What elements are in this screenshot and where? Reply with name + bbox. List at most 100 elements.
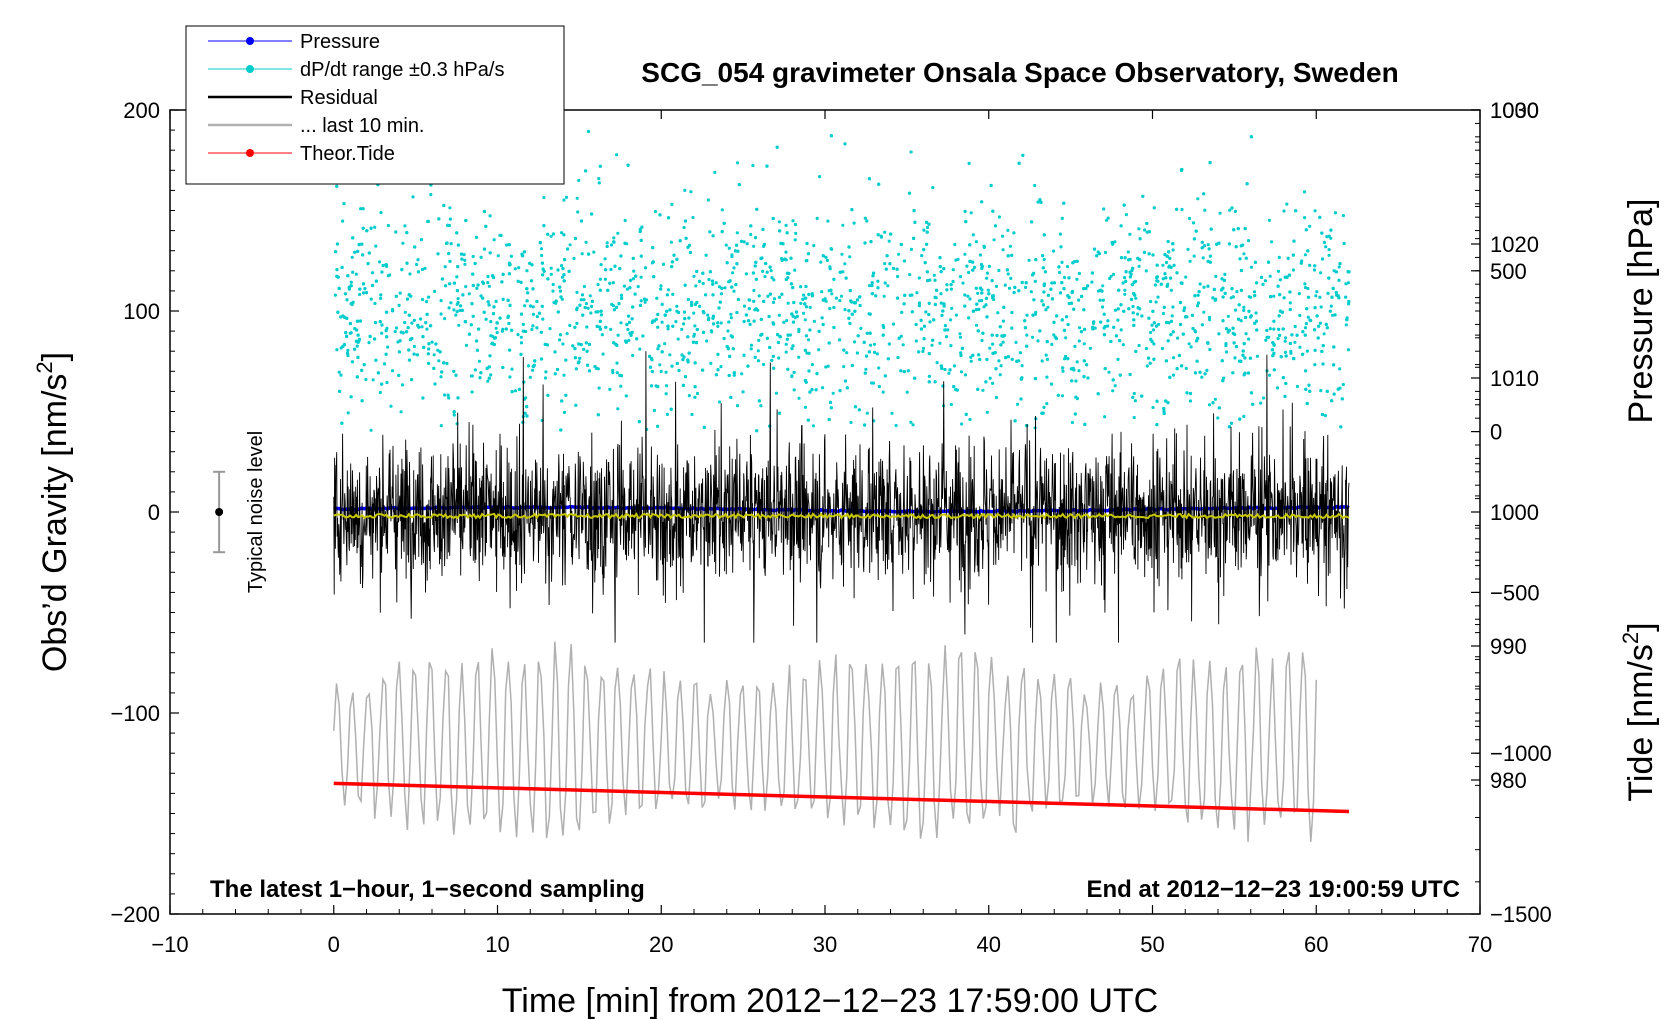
dpdt-point (785, 337, 789, 341)
dpdt-point (939, 292, 943, 296)
dpdt-point (487, 376, 491, 380)
dpdt-point (1217, 241, 1221, 245)
dpdt-point (1271, 354, 1275, 358)
dpdt-point (1027, 258, 1031, 262)
dpdt-point (475, 339, 479, 343)
dpdt-point (1023, 326, 1027, 330)
dpdt-point (584, 240, 588, 244)
dpdt-point (1085, 363, 1089, 367)
dpdt-point (548, 327, 552, 331)
dpdt-point (1338, 262, 1342, 266)
dpdt-point (1052, 320, 1056, 324)
dpdt-point (823, 297, 827, 301)
dpdt-point (949, 344, 953, 348)
dpdt-point (753, 264, 757, 268)
dpdt-point (683, 375, 688, 379)
dpdt-point (336, 275, 340, 279)
dpdt-point (345, 334, 349, 338)
dpdt-point (675, 257, 679, 261)
dpdt-point (1062, 287, 1066, 291)
dpdt-point (791, 286, 795, 290)
dpdt-point (731, 271, 735, 275)
dpdt-point (954, 388, 958, 392)
dpdt-point (943, 324, 948, 328)
dpdt-point (1012, 231, 1016, 235)
dpdt-point (1308, 318, 1312, 322)
dpdt-point (1095, 254, 1099, 258)
dpdt-point (1119, 328, 1123, 332)
dpdt-point (479, 255, 483, 259)
dpdt-point (1061, 366, 1065, 370)
dpdt-point (1145, 364, 1149, 368)
dpdt-point (1242, 252, 1246, 256)
dpdt-point (1128, 275, 1132, 279)
dpdt-point (848, 255, 852, 259)
dpdt-point (672, 253, 676, 257)
dpdt-point (554, 299, 558, 303)
dpdt-point (980, 298, 984, 303)
dpdt-point (421, 396, 425, 400)
dpdt-point (1150, 323, 1154, 327)
dpdt-point (1266, 260, 1271, 264)
dpdt-point (1262, 396, 1266, 400)
dpdt-point (650, 384, 654, 388)
dpdt-point (1304, 228, 1308, 232)
dpdt-point (384, 329, 388, 333)
dpdt-point (361, 253, 365, 257)
dpdt-point (990, 279, 994, 283)
dpdt-point (631, 353, 635, 358)
dpdt-point (341, 219, 345, 223)
dpdt-point (1001, 248, 1005, 252)
dpdt-point (494, 326, 498, 330)
dpdt-point (1066, 357, 1070, 361)
dpdt-point (894, 423, 898, 428)
dpdt-point (1092, 320, 1096, 324)
dpdt-point (1063, 357, 1067, 361)
dpdt-point (719, 292, 724, 296)
dpdt-point (494, 299, 498, 303)
dpdt-point (908, 293, 912, 297)
dpdt-point (1263, 279, 1267, 283)
dpdt-point (1010, 253, 1014, 257)
dpdt-point (448, 206, 452, 210)
dpdt-point (706, 313, 710, 317)
dpdt-point (927, 380, 931, 384)
dpdt-point (1176, 336, 1180, 340)
dpdt-point (477, 327, 481, 331)
dpdt-point (988, 376, 992, 380)
dpdt-point (642, 297, 647, 301)
dpdt-point (651, 260, 655, 264)
dpdt-point (484, 317, 488, 321)
dpdt-point (951, 279, 955, 284)
dpdt-point (1319, 271, 1323, 275)
dpdt-point (780, 258, 784, 262)
dpdt-point (1169, 276, 1173, 280)
dpdt-point (517, 387, 522, 391)
dpdt-point (1272, 319, 1276, 323)
dpdt-point (1058, 291, 1063, 295)
dpdt-point (439, 312, 443, 316)
dpdt-point (1033, 377, 1037, 381)
dpdt-point (998, 373, 1002, 377)
dpdt-point (504, 327, 508, 331)
dpdt-point (1281, 327, 1285, 331)
dpdt-point (811, 424, 816, 428)
dpdt-point (974, 308, 978, 312)
dpdt-point (976, 387, 980, 391)
dpdt-point (406, 326, 410, 330)
dpdt-point (684, 236, 688, 240)
dpdt-point (1074, 379, 1078, 383)
dpdt-point (919, 318, 923, 322)
dpdt-point (974, 240, 979, 244)
dpdt-point (1161, 277, 1165, 281)
dpdt-point (586, 129, 591, 134)
dpdt-point (1255, 354, 1259, 358)
dpdt-point (664, 370, 668, 374)
dpdt-point (1178, 322, 1183, 327)
dpdt-point (815, 216, 819, 220)
x-axis-label: Time [min] from 2012−12−23 17:59:00 UTC (502, 982, 1158, 1020)
dpdt-point (981, 388, 985, 392)
dpdt-point (356, 249, 360, 253)
dpdt-point (340, 265, 344, 269)
dpdt-point (525, 414, 529, 418)
